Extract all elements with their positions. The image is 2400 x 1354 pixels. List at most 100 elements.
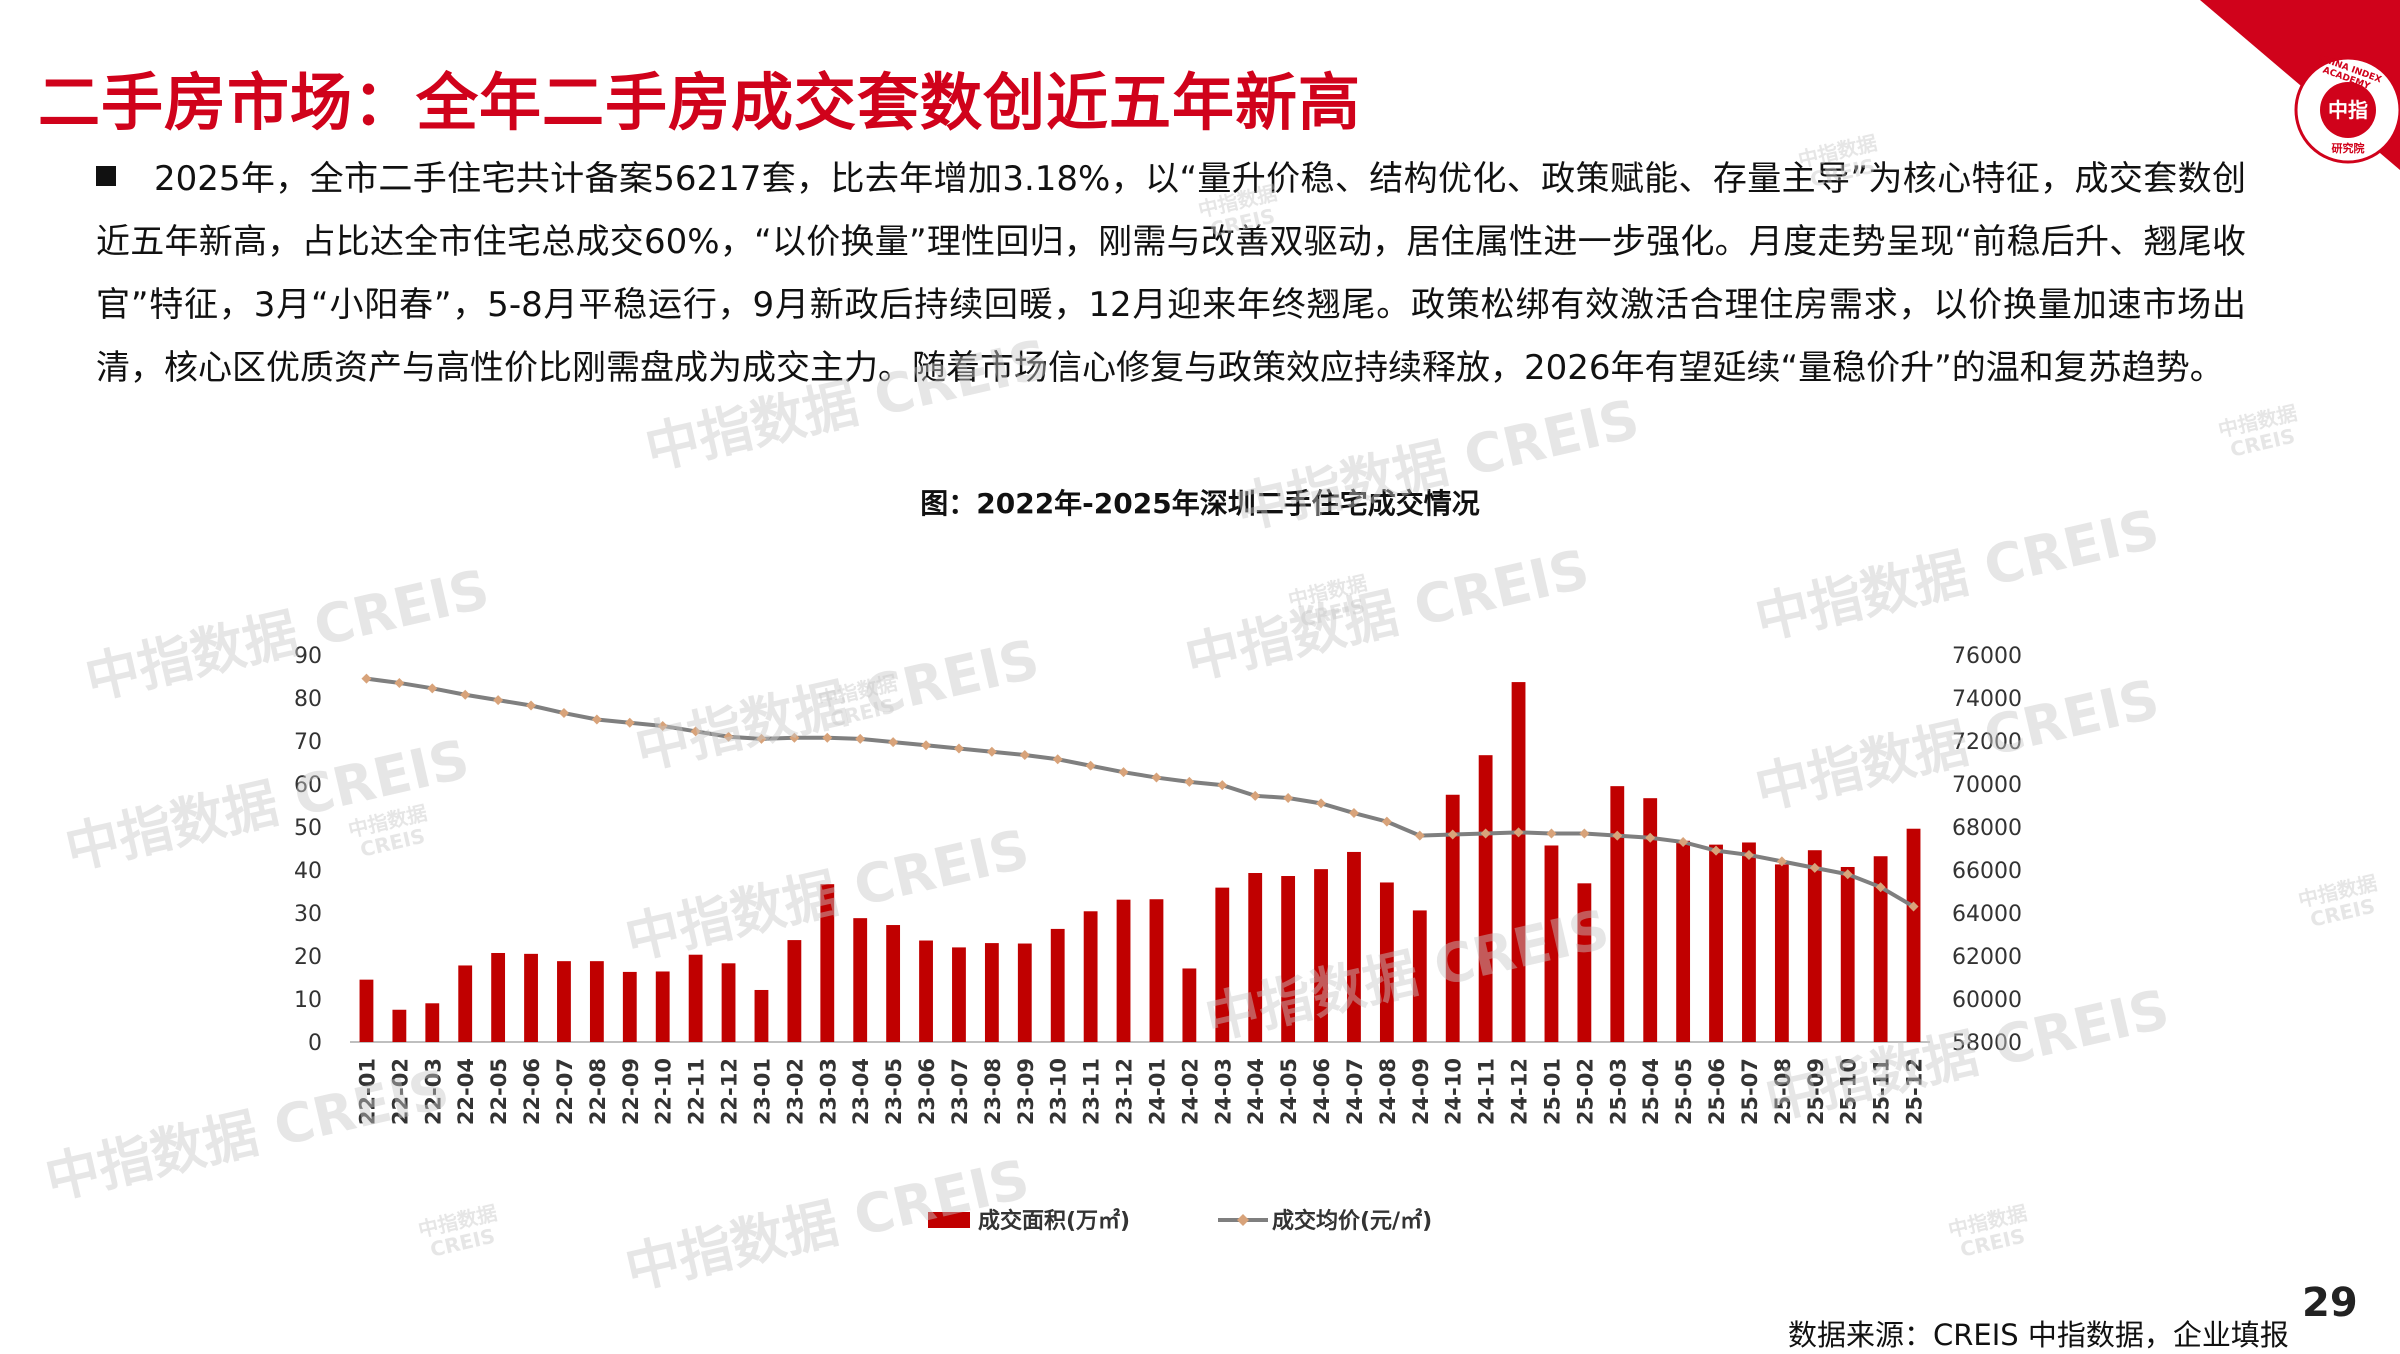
price-point	[361, 673, 372, 684]
bar	[1149, 899, 1164, 1042]
x-tick-label: 25-10	[1837, 1058, 1861, 1125]
bar	[919, 940, 933, 1042]
x-tick-label: 24-03	[1211, 1058, 1235, 1125]
x-tick-label: 23-11	[1080, 1058, 1104, 1125]
price-point	[493, 695, 504, 706]
logo-text: 中指	[2328, 98, 2368, 122]
bar	[1083, 911, 1098, 1042]
x-tick-label: 25-09	[1804, 1058, 1828, 1125]
bar	[1478, 755, 1493, 1042]
x-tick-label: 24-09	[1409, 1058, 1433, 1125]
bar	[1215, 887, 1230, 1042]
price-point	[657, 720, 668, 731]
price-point	[394, 677, 405, 688]
price-point	[1316, 798, 1327, 809]
y-left-tick-label: 20	[294, 945, 322, 970]
x-tick-label: 22-06	[520, 1058, 544, 1125]
summary-block: 2025年，全市二手住宅共计备案56217套，比去年增加3.18%，以“量升价稳…	[96, 148, 2246, 400]
price-point	[427, 683, 438, 694]
bar	[524, 953, 538, 1042]
x-tick-label: 24-05	[1277, 1058, 1301, 1125]
x-tick-label: 24-12	[1508, 1058, 1532, 1125]
x-tick-label: 24-04	[1244, 1058, 1268, 1125]
bar	[392, 1009, 407, 1042]
x-tick-label: 25-05	[1672, 1058, 1696, 1125]
bar	[1906, 828, 1921, 1042]
price-point	[1776, 856, 1787, 867]
bar	[1445, 794, 1460, 1042]
bar	[1182, 968, 1197, 1042]
x-tick-label: 22-09	[619, 1058, 643, 1125]
price-point	[1414, 830, 1425, 841]
x-tick-label: 24-01	[1145, 1058, 1169, 1125]
logo-mark: 中指	[2324, 94, 2372, 123]
y-right-tick-label: 58000	[1952, 1031, 2022, 1056]
summary-paragraph: 2025年，全市二手住宅共计备案56217套，比去年增加3.18%，以“量升价稳…	[96, 159, 2246, 388]
bar	[754, 989, 769, 1042]
bar	[787, 940, 802, 1042]
bar	[1017, 943, 1032, 1042]
price-point	[723, 731, 734, 742]
price-point	[1184, 776, 1195, 787]
data-source-note: 数据来源：CREIS 中指数据，企业填报	[1788, 1318, 2289, 1352]
x-tick-label: 22-04	[454, 1058, 478, 1125]
x-tick-label: 23-08	[981, 1058, 1005, 1125]
price-point	[1809, 862, 1820, 873]
x-tick-label: 22-10	[652, 1058, 676, 1125]
x-tick-label: 22-07	[553, 1058, 577, 1125]
price-point	[1875, 882, 1886, 893]
x-tick-label: 23-12	[1113, 1058, 1137, 1125]
bar	[688, 954, 703, 1042]
bar	[820, 884, 835, 1042]
y-left-tick-label: 60	[294, 773, 322, 798]
bar	[1807, 850, 1822, 1042]
x-tick-label: 25-07	[1738, 1058, 1762, 1125]
price-point	[1743, 849, 1754, 860]
y-right-tick-label: 60000	[1952, 988, 2022, 1013]
x-tick-label: 22-08	[586, 1058, 610, 1125]
y-right-tick-label: 68000	[1952, 816, 2022, 841]
price-point	[624, 717, 635, 728]
bar	[1412, 910, 1427, 1042]
price-point	[1348, 808, 1359, 819]
price-point	[1842, 869, 1853, 880]
bar	[1774, 864, 1789, 1042]
price-point	[1019, 749, 1030, 760]
price-point	[986, 746, 997, 757]
y-left-tick-label: 10	[294, 988, 322, 1013]
x-tick-label: 22-12	[718, 1058, 742, 1125]
legend-bar-label: 成交面积(万㎡)	[978, 1208, 1130, 1234]
price-point	[558, 708, 569, 719]
x-tick-label: 25-08	[1771, 1058, 1795, 1125]
x-tick-label: 24-10	[1442, 1058, 1466, 1125]
bar	[1379, 882, 1394, 1042]
x-tick-label: 22-02	[388, 1058, 412, 1125]
x-tick-label: 25-03	[1606, 1058, 1630, 1125]
legend-bar-swatch	[928, 1212, 970, 1228]
price-line	[366, 676, 1915, 909]
x-tick-label: 23-02	[783, 1058, 807, 1125]
x-tick-label: 23-05	[882, 1058, 906, 1125]
x-tick-label: 24-02	[1178, 1058, 1202, 1125]
x-tick-label: 22-03	[421, 1058, 445, 1125]
price-point	[855, 733, 866, 744]
x-tick-label: 24-07	[1343, 1058, 1367, 1125]
y-left-tick-label: 0	[308, 1031, 322, 1056]
legend-line-marker	[1237, 1214, 1249, 1226]
legend-line-label: 成交均价(元/㎡)	[1272, 1208, 1432, 1234]
bar	[1873, 856, 1888, 1042]
page-number: 29	[2302, 1280, 2358, 1326]
price-point	[1151, 772, 1162, 783]
bar	[1281, 876, 1296, 1042]
x-tick-label: 24-11	[1475, 1058, 1499, 1125]
y-right-tick-label: 74000	[1952, 687, 2022, 712]
bar	[853, 918, 868, 1042]
y-left-tick-label: 90	[294, 644, 322, 669]
bar	[359, 979, 374, 1042]
bar	[1643, 798, 1658, 1042]
y-right-tick-label: 66000	[1952, 859, 2022, 884]
bar	[1248, 873, 1263, 1042]
bullet-square-icon	[96, 166, 116, 186]
price-point	[1579, 828, 1590, 839]
y-left-tick-label: 50	[294, 816, 322, 841]
